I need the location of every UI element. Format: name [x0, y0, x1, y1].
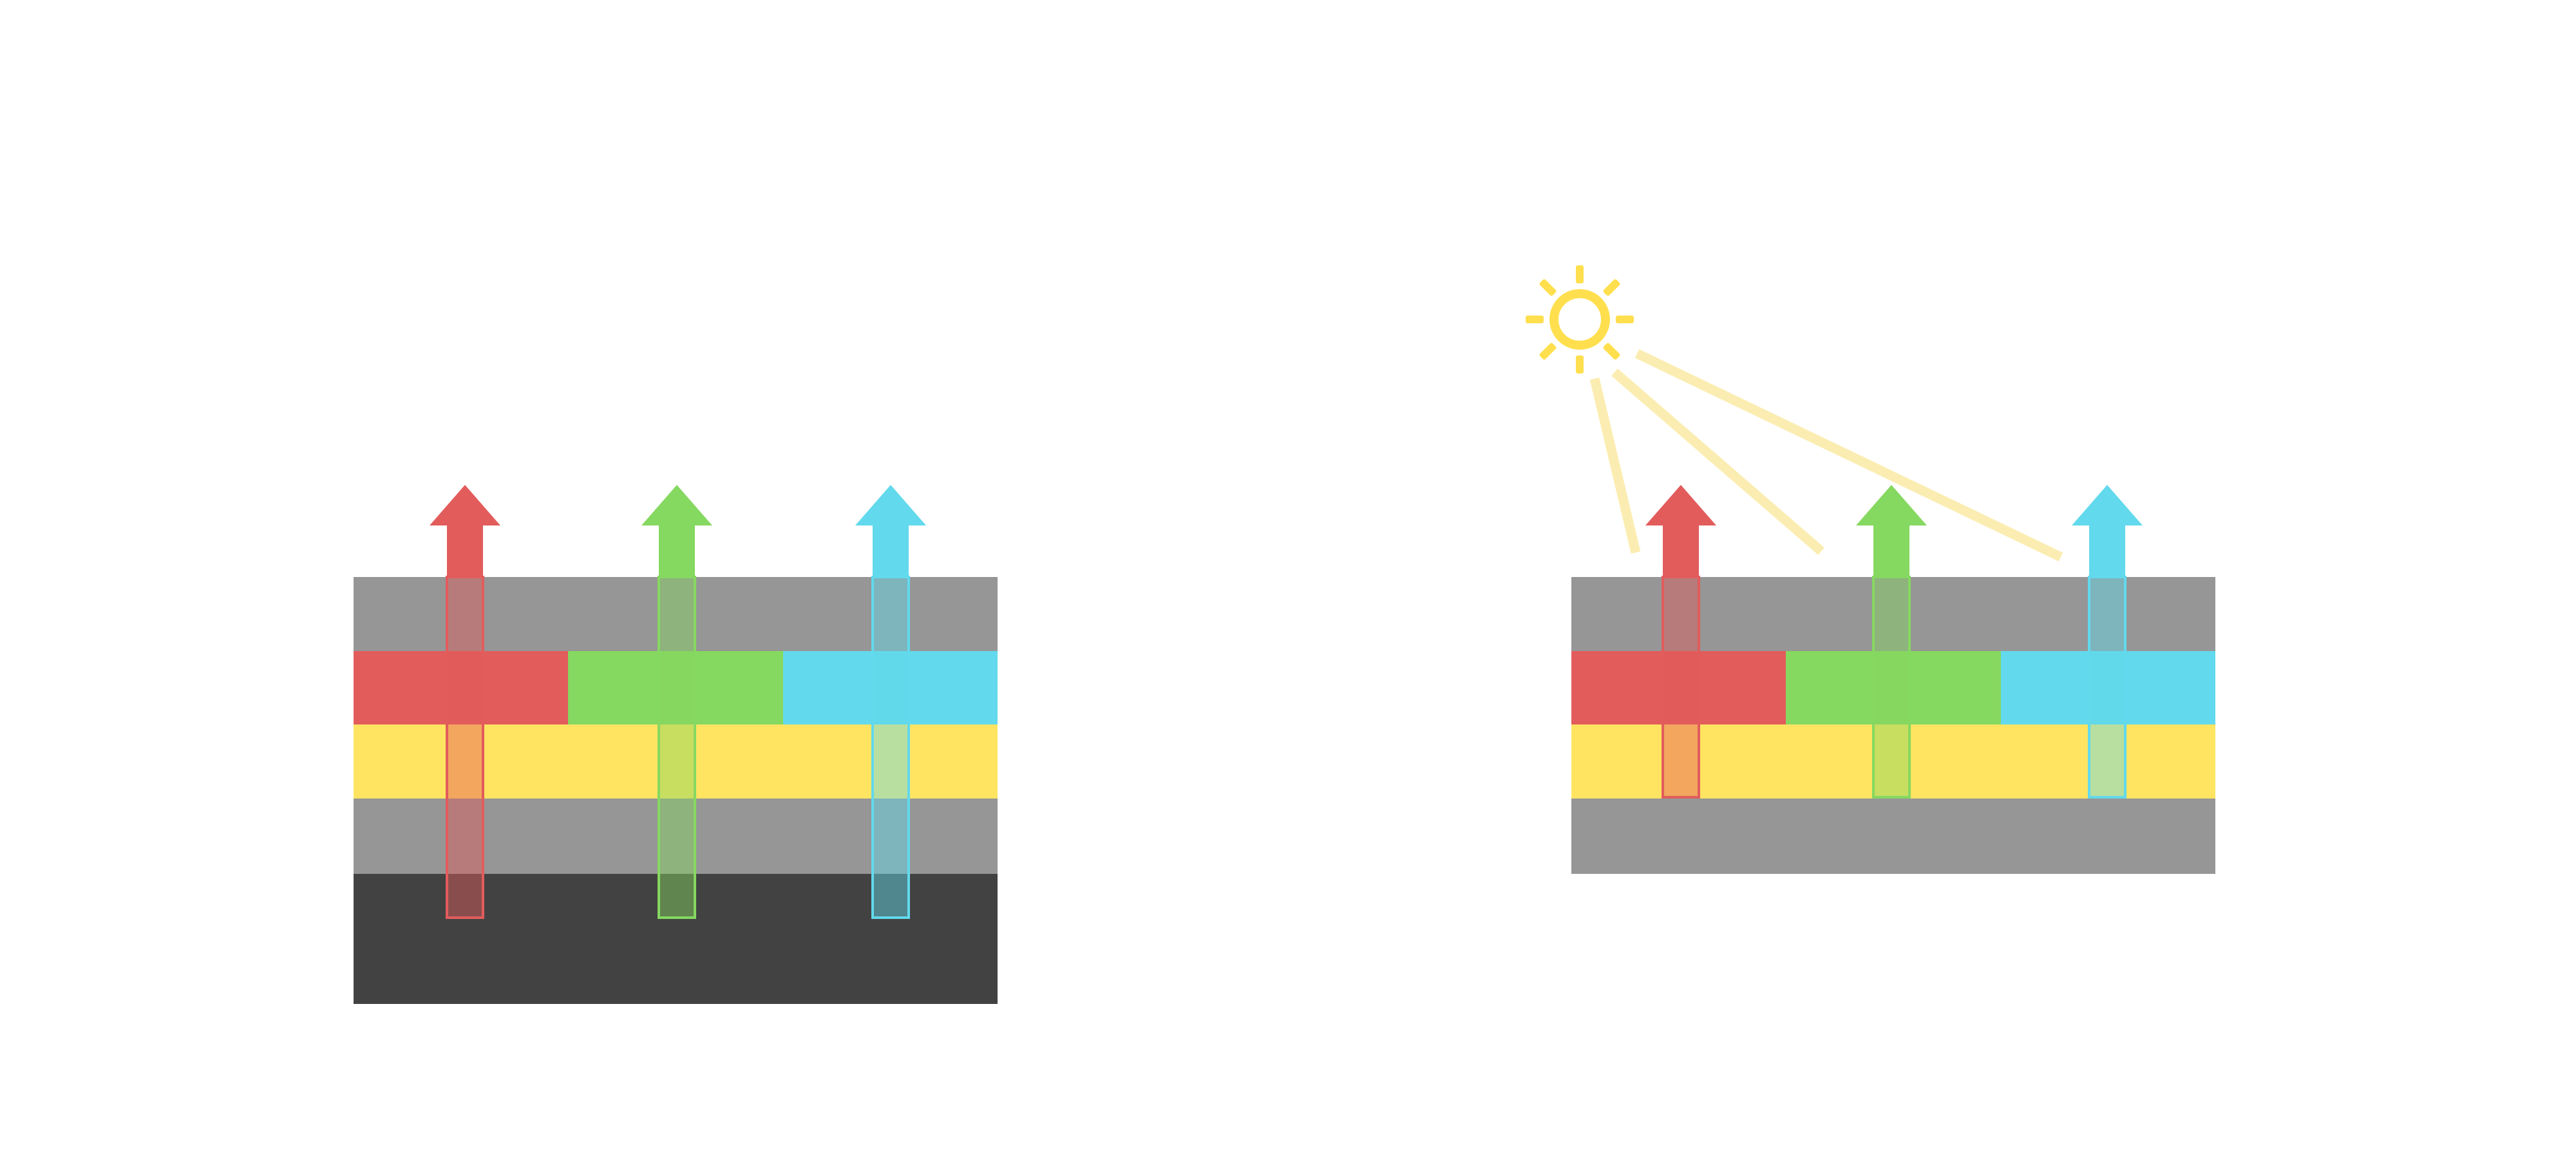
backlight-layer	[354, 874, 998, 1004]
sun-tick-4	[1603, 343, 1620, 360]
sun-tick-5	[1576, 355, 1584, 374]
sun-icon	[1526, 265, 1634, 374]
middle-yellow-layer	[354, 724, 998, 799]
blue-light-arrow	[2072, 485, 2143, 577]
red-light-arrow	[430, 485, 500, 577]
sun-tick-8	[1539, 279, 1557, 296]
middle-yellow-layer	[1571, 724, 2215, 799]
green-light-arrow-tail	[1872, 576, 1911, 799]
red-light-arrow	[1645, 485, 1716, 577]
green-light-arrow	[1856, 485, 1927, 577]
color-filter-layer-red-segment	[1571, 651, 1786, 724]
sun-ray-1	[1589, 377, 1641, 554]
sun-tick-1	[1576, 265, 1584, 283]
color-filter-layer-cyan-segment	[2001, 651, 2215, 724]
backlit-display-stack	[354, 485, 998, 1004]
green-light-arrow-tail	[658, 576, 696, 919]
green-light-arrow	[641, 485, 712, 577]
color-filter-layer-cyan-segment	[783, 651, 998, 724]
bottom-glass-layer	[354, 799, 998, 874]
color-filter-layer-red-segment	[354, 651, 568, 724]
sun-ray-3	[1634, 349, 2063, 562]
color-filter-layer-green-segment	[568, 651, 783, 724]
sun-ray-2	[1611, 368, 1824, 555]
bottom-glass-layer	[1571, 799, 2215, 874]
sun-tick-2	[1603, 279, 1620, 296]
red-light-arrow-tail	[1662, 576, 1700, 799]
sun-tick-3	[1616, 316, 1634, 323]
top-glass-layer	[1571, 577, 2215, 651]
blue-light-arrow-tail	[871, 576, 910, 919]
top-glass-layer	[354, 577, 998, 651]
blue-light-arrow	[855, 485, 926, 577]
reflective-display-stack	[1571, 485, 2215, 874]
sun-tick-6	[1539, 343, 1557, 360]
color-filter-layer-green-segment	[1786, 651, 2001, 724]
sun-ring	[1549, 289, 1610, 350]
sun-tick-7	[1526, 316, 1544, 323]
blue-light-arrow-tail	[2088, 576, 2126, 799]
red-light-arrow-tail	[446, 576, 484, 919]
